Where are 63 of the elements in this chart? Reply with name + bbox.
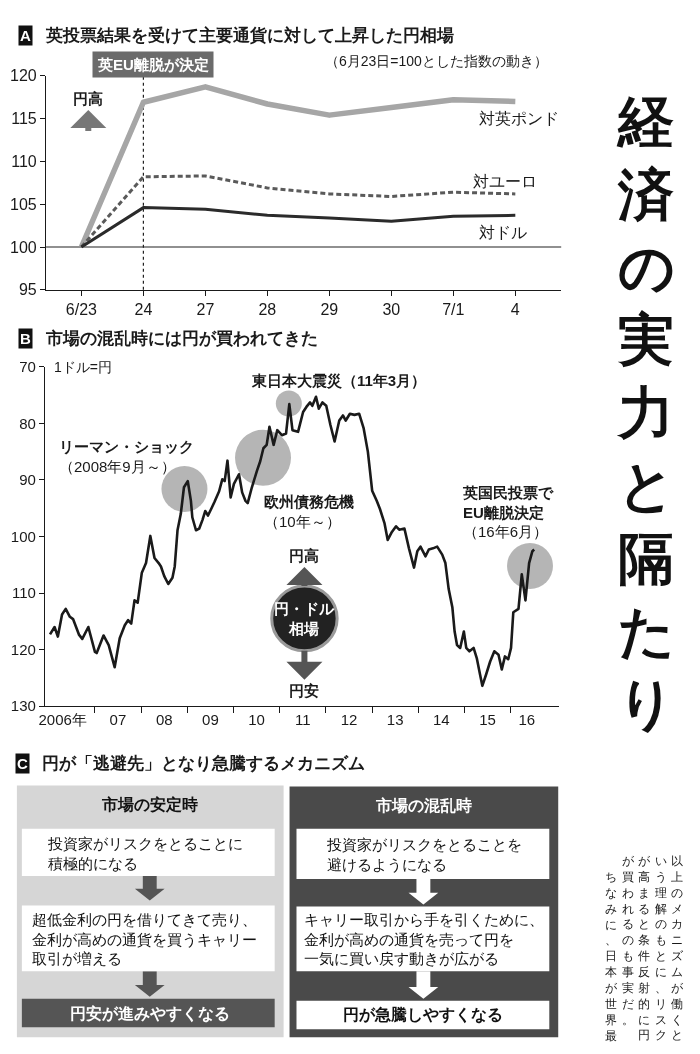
- x-tick-label: 7/1: [442, 301, 465, 319]
- annotation: 円安: [289, 682, 319, 699]
- text: 投資家がリスクをとることを避けるようになる: [326, 836, 522, 873]
- y-tick-label: 105: [10, 195, 37, 213]
- chart-subtitle: （6月23日=100とした指数の動き）: [325, 53, 548, 69]
- text: C 円が「逃避先」となり急騰するメカニズム: [17, 754, 365, 773]
- x-tick-label: 4: [510, 301, 520, 319]
- y-tick-label: 120: [10, 640, 36, 658]
- y-tick-label: 115: [11, 110, 37, 128]
- x-tick-label: 07: [109, 711, 127, 729]
- y-tick-label: 100: [10, 527, 36, 545]
- x-tick-label: 12: [340, 711, 358, 729]
- annotation: 欧州債務危機（10年～）: [264, 493, 354, 530]
- x-tick-label: 30: [382, 301, 401, 319]
- text: ちなみに、日本が世界最: [605, 870, 617, 1043]
- y-tick-label: 90: [19, 471, 36, 489]
- x-tick-label: 13: [386, 711, 404, 729]
- x-tick-label: 15: [479, 711, 496, 729]
- annotation: 東日本大震災（11年3月）: [251, 372, 427, 389]
- x-tick-label: 16: [518, 711, 536, 729]
- text: 超低金利の円を借りてきて売り、金利が高めの通貨を買うキャリー取引が増える: [32, 911, 257, 967]
- x-tick-label: 10: [248, 711, 265, 729]
- text: 投資家がリスクをとることに積極的になる: [47, 835, 243, 872]
- text: キャリー取引から手を引くために、金利が高めの通貨を売って円を一気に買い戻す動きが広がる: [304, 911, 544, 967]
- series-label: 対英ポンド: [479, 110, 559, 127]
- x-tick-label: 11: [294, 711, 311, 729]
- x-tick-label: 08: [155, 711, 173, 729]
- x-tick-label: 27: [196, 301, 215, 319]
- annotation: 円高: [289, 547, 319, 564]
- x-tick-label: 24: [134, 301, 153, 319]
- annotation: 円高: [73, 90, 103, 107]
- x-tick-label: 28: [258, 301, 277, 319]
- text: いう理解のもとに、リスク: [655, 854, 667, 1043]
- annotation: リーマン・ショック（2008年9月～）: [59, 438, 194, 475]
- y-tick-label: 95: [18, 281, 37, 299]
- chart-title: A 英投票結果を受けて主要通貨に対して上昇した円相場: [20, 26, 454, 45]
- ref-line-label: 英EU離脱が決定: [97, 56, 209, 73]
- y-tick-label: 130: [10, 697, 36, 715]
- x-tick-label: 09: [202, 711, 219, 729]
- x-tick-label: 2006年: [38, 711, 87, 729]
- y-tick-label: 80: [19, 414, 36, 432]
- annotation: 英国民投票でEU離脱決定（16年6月）: [462, 484, 554, 540]
- y-tick-label: 110: [11, 152, 37, 170]
- x-tick-label: 14: [433, 711, 450, 729]
- chart-title: B 市場の混乱時には円が買われてきた: [20, 329, 318, 348]
- text: が高まると条件反射的に円: [638, 854, 650, 1043]
- series-label: 対ドル: [479, 224, 527, 241]
- annotation: 円・ドル相場: [274, 600, 335, 637]
- y-tick-label: 120: [10, 67, 37, 85]
- y-tick-label: 100: [10, 238, 37, 256]
- y-axis-title: 1ドル=円: [54, 359, 112, 375]
- text: 市場の混乱時: [375, 797, 472, 814]
- y-tick-label: 110: [11, 584, 36, 602]
- text: 円安が進みやすくなる: [70, 1004, 230, 1023]
- text: 以上のメカニズムが働くと: [671, 854, 683, 1043]
- y-tick-label: 70: [19, 358, 36, 376]
- chart-title: 経済の実力と隔たり: [617, 88, 675, 737]
- series-label: 対ユーロ: [473, 173, 537, 190]
- text: 円が急騰しやすくなる: [343, 1006, 503, 1024]
- text: が買われるのも事実だ。: [622, 854, 634, 1027]
- text: 市場の安定時: [101, 795, 198, 813]
- x-tick-label: 29: [320, 301, 339, 319]
- x-tick-label: 6/23: [65, 301, 98, 319]
